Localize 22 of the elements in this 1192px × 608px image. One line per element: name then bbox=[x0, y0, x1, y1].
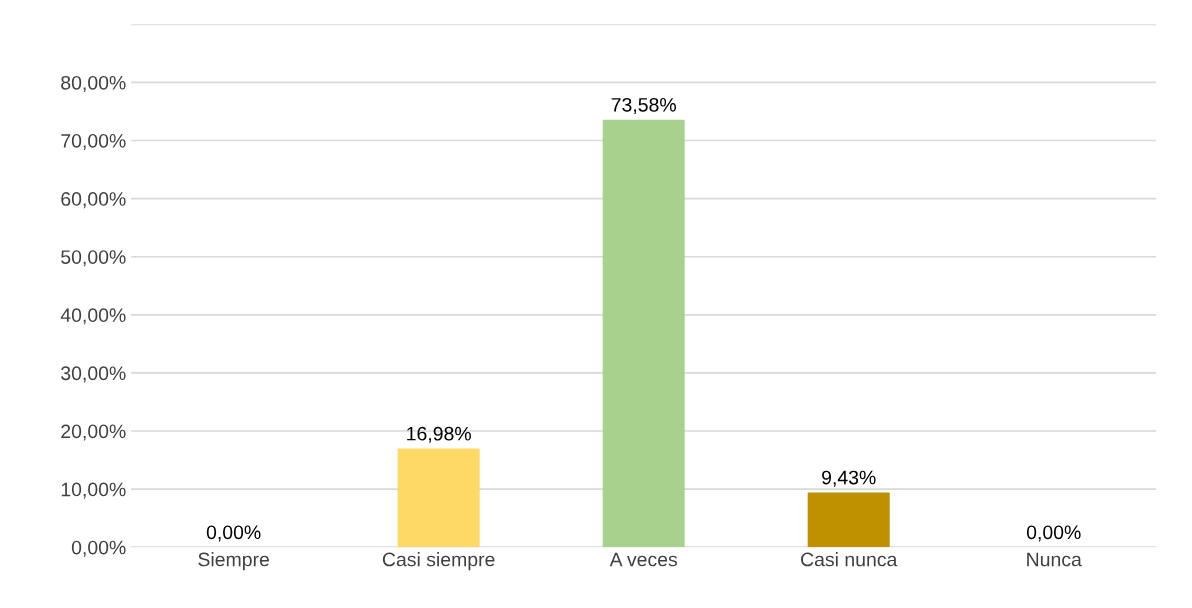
data-label: 16,98% bbox=[407, 426, 471, 443]
x-tick-label: Casi siempre bbox=[382, 552, 495, 571]
data-label: 9,43% bbox=[822, 470, 876, 487]
data-label: 0,00% bbox=[206, 525, 261, 542]
y-tick-label: 70,00% bbox=[61, 133, 126, 151]
x-tick-label: Siempre bbox=[198, 552, 269, 571]
data-label: 0,00% bbox=[1026, 525, 1081, 542]
y-tick-label: 50,00% bbox=[61, 250, 126, 267]
y-tick-label: 60,00% bbox=[61, 192, 126, 209]
y-tick-label: 40,00% bbox=[60, 308, 126, 325]
y-tick-label: 10,00% bbox=[61, 482, 126, 499]
y-tick-label: 20,00% bbox=[61, 424, 126, 441]
bar bbox=[807, 492, 890, 548]
bar bbox=[602, 119, 685, 548]
x-tick-label: Nunca bbox=[1027, 552, 1082, 567]
y-tick-label: 80,00% bbox=[61, 75, 126, 92]
x-tick-label: Casi nunca bbox=[801, 552, 898, 567]
data-label: 73,58% bbox=[611, 97, 676, 114]
bar bbox=[397, 448, 480, 548]
x-tick-label: A veces bbox=[609, 552, 678, 567]
y-tick-label: 30,00% bbox=[61, 366, 126, 383]
y-tick-label: 0,00% bbox=[71, 540, 126, 557]
